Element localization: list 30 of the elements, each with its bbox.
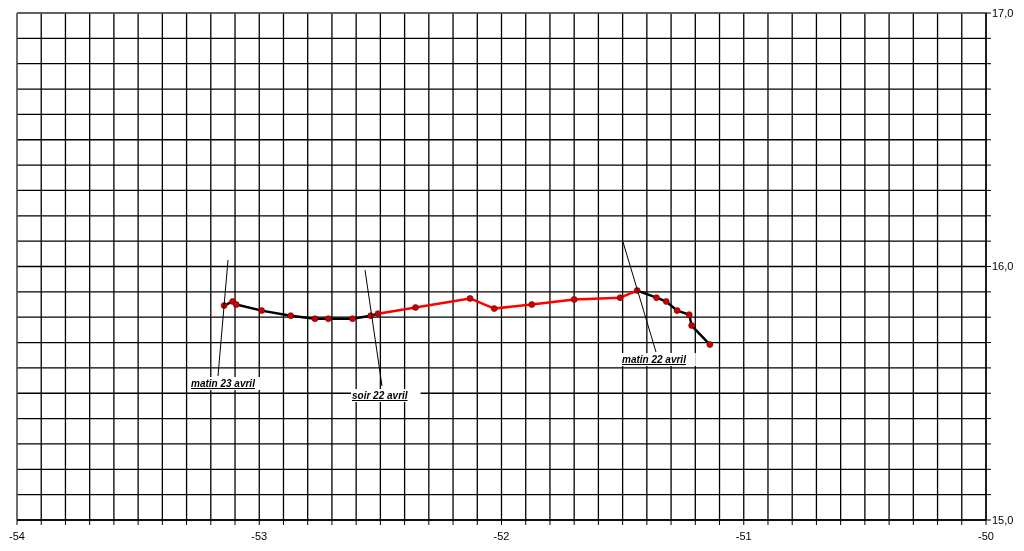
point xyxy=(685,311,693,318)
x-tick-label: -51 xyxy=(735,530,752,542)
point xyxy=(616,294,624,301)
y-tick-label: 15,0 xyxy=(992,513,1014,526)
x-tick-label: -54 xyxy=(9,530,25,542)
y-tick-label: 16,0 xyxy=(992,260,1014,273)
point xyxy=(653,294,660,301)
point xyxy=(673,307,681,314)
point xyxy=(570,296,578,303)
point xyxy=(412,304,419,311)
point xyxy=(324,315,332,323)
point xyxy=(374,310,382,317)
point xyxy=(466,295,474,302)
x-tick-label: -50 xyxy=(978,530,994,542)
y-tick-label: 17,0 xyxy=(992,6,1014,19)
annotation: soir 22 avril xyxy=(352,390,408,401)
x-tick-label: -52 xyxy=(493,530,510,542)
point xyxy=(349,315,356,323)
annotation: matin 22 avril xyxy=(622,354,687,365)
x-tick-label: -53 xyxy=(251,530,268,542)
point xyxy=(490,305,498,312)
point xyxy=(287,312,295,319)
point xyxy=(311,315,319,323)
point xyxy=(258,307,265,314)
annotation: matin 23 avril xyxy=(191,378,256,389)
point xyxy=(232,301,240,308)
point xyxy=(706,341,714,348)
point xyxy=(528,301,536,308)
point xyxy=(688,322,695,329)
point xyxy=(662,298,670,305)
